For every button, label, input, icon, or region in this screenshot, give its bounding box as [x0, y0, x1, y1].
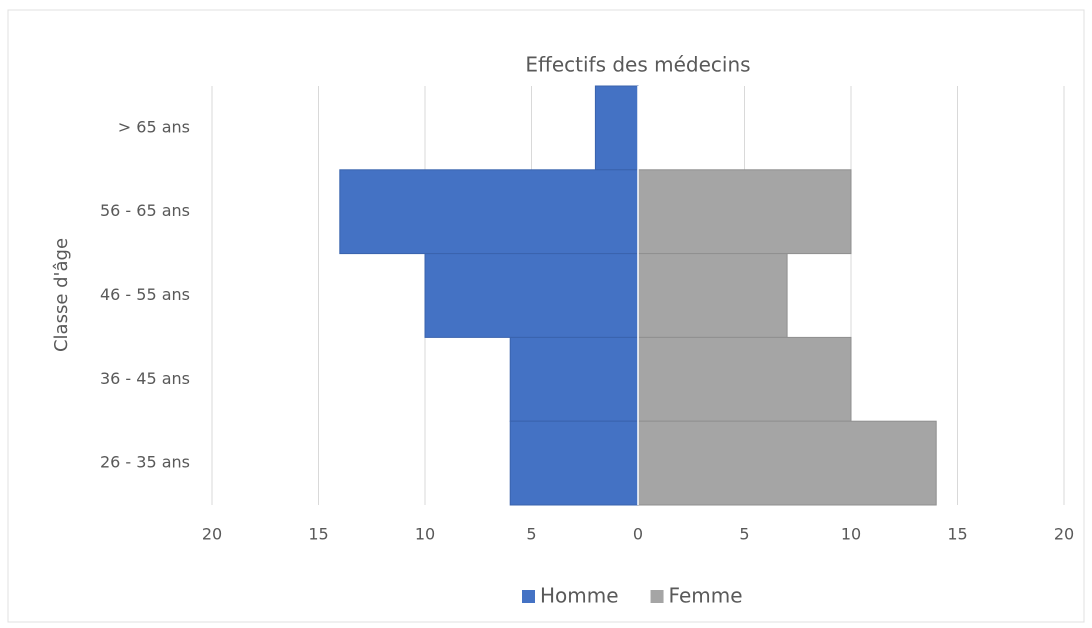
- x-tick-label: 0: [633, 525, 643, 544]
- bar: [637, 336, 852, 422]
- y-tick-label: 36 - 45 ans: [100, 369, 190, 388]
- x-tick-label: 5: [739, 525, 749, 544]
- bar: [594, 85, 639, 171]
- bar: [509, 336, 639, 422]
- y-tick-label: 26 - 35 ans: [100, 453, 190, 472]
- legend-label: Femme: [669, 584, 743, 608]
- legend-swatch: [522, 590, 535, 603]
- x-tick-label: 10: [841, 525, 861, 544]
- bar: [637, 420, 937, 506]
- x-tick-label: 15: [308, 525, 328, 544]
- legend-label: Homme: [540, 584, 619, 608]
- x-tick-label: 15: [947, 525, 967, 544]
- y-tick-label: 56 - 65 ans: [100, 201, 190, 220]
- x-tick-label: 10: [415, 525, 435, 544]
- y-tick-label: 46 - 55 ans: [100, 285, 190, 304]
- x-tick-label: 20: [1054, 525, 1074, 544]
- bar: [637, 169, 852, 255]
- y-tick-label: > 65 ans: [118, 117, 190, 136]
- bar: [509, 420, 639, 506]
- chart-title: Effectifs des médecins: [525, 53, 750, 77]
- bar: [637, 253, 788, 338]
- legend-swatch: [650, 590, 664, 603]
- x-tick-label: 20: [202, 525, 222, 544]
- x-tick-label: 5: [526, 525, 536, 544]
- y-axis-label: Classe d'âge: [51, 238, 72, 352]
- bar: [339, 169, 639, 255]
- bar: [424, 253, 639, 338]
